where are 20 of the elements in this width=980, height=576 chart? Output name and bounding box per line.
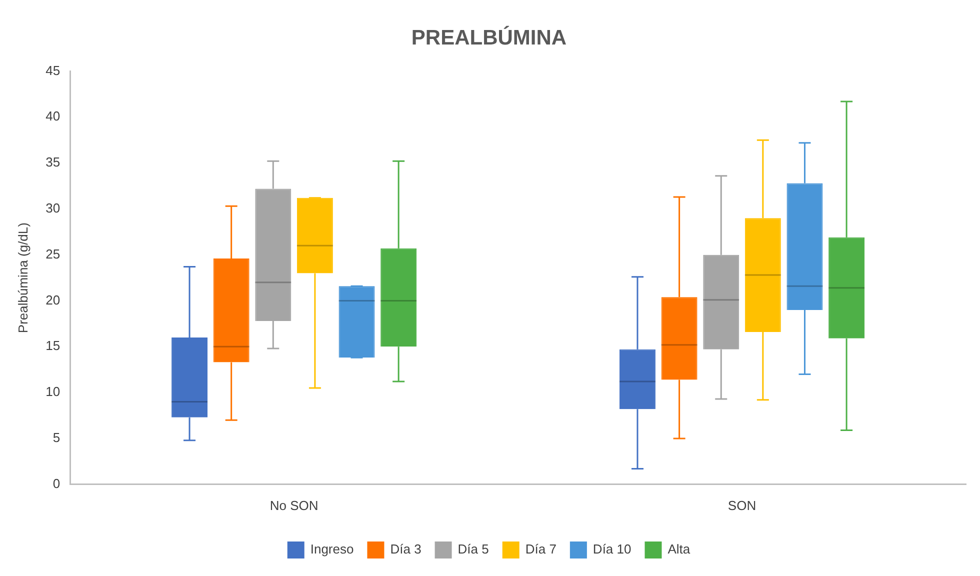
legend-label: Ingreso (310, 542, 354, 557)
y-tick-label: 25 (46, 246, 60, 262)
legend-label: Día 5 (458, 542, 489, 557)
y-tick-label: 45 (46, 62, 60, 78)
y-axis-title: Prealbúmina (g/dL) (15, 222, 30, 334)
y-tick-label: 40 (46, 108, 60, 124)
legend-label: Alta (668, 542, 691, 557)
legend-label: Día 10 (592, 542, 632, 557)
x-tick-label: No SON (270, 498, 318, 513)
legend-label: Día 7 (525, 542, 556, 557)
x-tick-label: SON (728, 498, 756, 513)
y-tick-label: 0 (52, 476, 60, 491)
chart-title: PREALBÚMINA (411, 25, 567, 50)
y-tick-label: 10 (46, 384, 60, 400)
y-tick-label: 5 (52, 430, 60, 446)
y-tick-label: 20 (46, 292, 60, 308)
legend-label: Día 3 (390, 542, 422, 557)
y-tick-label: 35 (46, 154, 60, 170)
y-tick-label: 15 (46, 338, 60, 354)
y-tick-label: 30 (46, 200, 60, 216)
